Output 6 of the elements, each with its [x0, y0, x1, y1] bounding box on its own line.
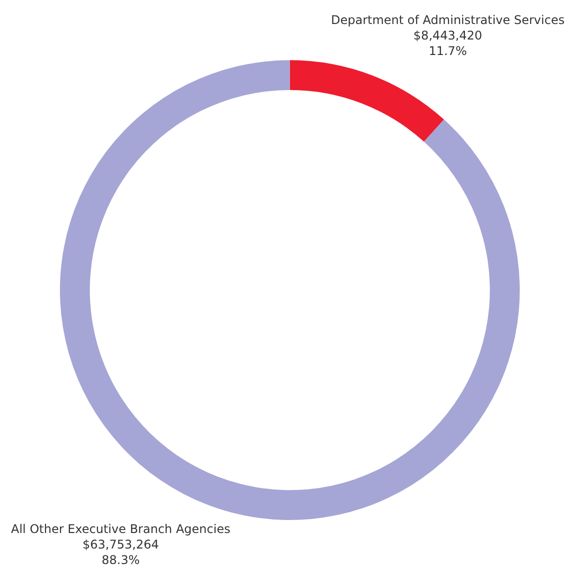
donut-slice — [290, 60, 444, 142]
slice-label: Department of Administrative Services — [331, 13, 565, 27]
data-label: $8,443,420 11.7% — [413, 28, 482, 58]
donut-slice — [60, 60, 520, 520]
slice-label: All Other Executive Branch Agencies — [11, 522, 230, 536]
data-label: $63,753,264 88.3% — [82, 538, 159, 568]
